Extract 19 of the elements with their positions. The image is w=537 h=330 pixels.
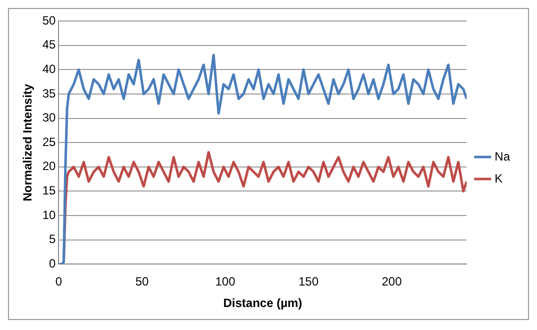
x-tick-label: 200 (382, 274, 402, 289)
y-tick-label: 0 (49, 256, 56, 271)
y-tick-label: 10 (42, 208, 56, 222)
y-tick-label: 20 (42, 159, 56, 174)
x-tick-label: 150 (298, 274, 319, 289)
x-axis-title: Distance (µm) (223, 296, 302, 310)
y-tick-label: 25 (42, 134, 56, 149)
y-tick-label: 45 (42, 38, 56, 52)
legend-label: Na (494, 149, 510, 164)
y-tick-label: 35 (42, 86, 56, 100)
y-tick-label: 40 (42, 62, 56, 76)
y-tick-label: 15 (42, 184, 56, 198)
legend-label: K (494, 171, 503, 186)
y-tick-label: 30 (42, 110, 56, 125)
x-tick-label: 50 (135, 274, 149, 289)
y-tick-label: 50 (42, 13, 56, 28)
y-tick-label: 5 (49, 232, 56, 246)
x-tick-label: 100 (215, 274, 236, 289)
y-axis-title: Normalized Intensity (20, 84, 35, 202)
